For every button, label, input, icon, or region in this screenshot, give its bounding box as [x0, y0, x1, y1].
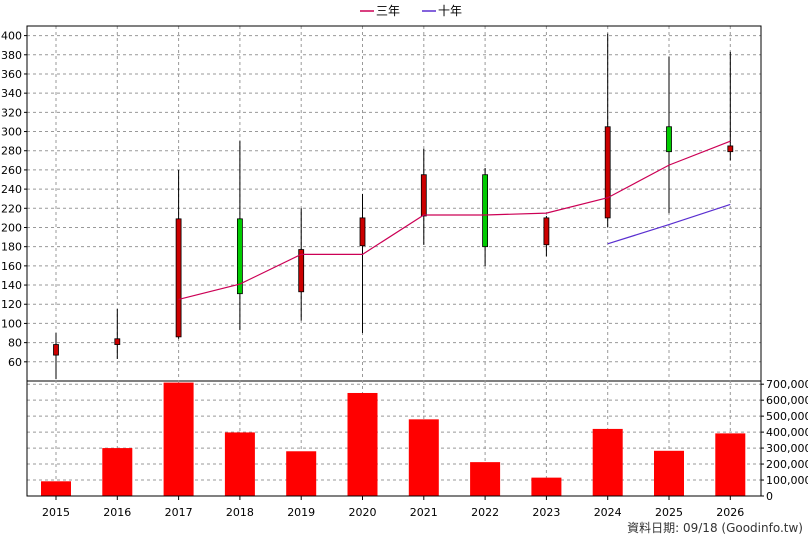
footer-date: 資料日期: 09/18 (Goodinfo.tw): [627, 521, 803, 535]
legend-label-0: 三年: [376, 4, 400, 18]
price-tick-label: 300: [1, 126, 22, 139]
price-tick-label: 180: [1, 241, 22, 254]
candle-2018: [236, 141, 243, 331]
price-tick-label: 160: [1, 260, 22, 273]
candle-2022: [482, 168, 489, 266]
volume-bar-2017: [163, 382, 194, 496]
candlesticks: [53, 33, 734, 380]
candle-2025: [666, 56, 672, 214]
candle-body: [175, 218, 182, 338]
moving-average-lines: [178, 140, 731, 301]
candle-body: [482, 174, 489, 248]
candle-body: [543, 217, 550, 246]
price-tick-label: 200: [1, 221, 22, 234]
legend-label-1: 十年: [438, 4, 462, 18]
candle-body: [53, 344, 59, 356]
volume-bar-2020: [347, 392, 378, 496]
x-tick-label: 2019: [287, 506, 315, 519]
volume-tick-label: 700,000: [766, 378, 808, 391]
series-line-0: [178, 140, 731, 301]
price-tick-label: 80: [8, 337, 22, 350]
candle-2021: [420, 148, 427, 245]
candle-2020: [359, 193, 366, 334]
price-tick-label: 220: [1, 202, 22, 215]
volume-axis: 0 100,000 200,000 300,000 400,000 500,000 600,…: [761, 378, 808, 503]
candle-body: [298, 249, 305, 293]
candle-2023: [543, 215, 550, 257]
volume-tick-label: 400,000: [766, 426, 808, 439]
candle-2024: [604, 33, 611, 228]
price-axis: 60 80 100 120 140 160 180 200 220 240 260 280 300 320…: [1, 30, 27, 369]
price-tick-label: 380: [1, 49, 22, 62]
volume-tick-label: 500,000: [766, 410, 808, 423]
price-tick-label: 280: [1, 145, 22, 158]
volume-bar-2026: [715, 433, 746, 496]
price-tick-label: 340: [1, 87, 22, 100]
x-tick-label: 2015: [42, 506, 70, 519]
candle-body: [236, 218, 243, 295]
volume-bar-2021: [408, 419, 439, 496]
grid: [27, 26, 761, 497]
x-tick-label: 2023: [532, 506, 560, 519]
x-tick-label: 2022: [471, 506, 499, 519]
price-tick-label: 260: [1, 164, 22, 177]
volume-bar-2016: [102, 448, 133, 496]
price-tick-label: 240: [1, 183, 22, 196]
volume-bar-2023: [531, 477, 562, 496]
volume-bar-2022: [470, 462, 501, 496]
candle-body: [359, 217, 366, 247]
candle-body: [666, 126, 672, 153]
x-tick-label: 2017: [165, 506, 193, 519]
price-tick-label: 360: [1, 68, 22, 81]
x-tick-label: 2024: [594, 506, 622, 519]
volume-tick-label: 100,000: [766, 474, 808, 487]
volume-tick-label: 0: [766, 490, 773, 503]
series-line-1: [607, 203, 731, 245]
volume-bars: [41, 382, 746, 496]
price-tick-label: 100: [1, 317, 22, 330]
price-tick-label: 120: [1, 298, 22, 311]
candle-body: [420, 174, 427, 217]
price-tick-label: 320: [1, 106, 22, 119]
price-tick-label: 400: [1, 30, 22, 43]
volume-tick-label: 600,000: [766, 394, 808, 407]
legend: 三年 十年: [360, 4, 462, 18]
candle-body: [727, 145, 734, 153]
volume-tick-label: 200,000: [766, 458, 808, 471]
x-tick-label: 2026: [716, 506, 744, 519]
price-tick-label: 60: [8, 356, 22, 369]
candle-2016: [114, 309, 121, 359]
volume-bar-2019: [286, 451, 317, 496]
plot-frame: [26, 25, 762, 497]
volume-bar-2015: [41, 481, 71, 496]
x-tick-label: 2020: [349, 506, 377, 519]
candle-body: [114, 338, 121, 345]
x-axis: 2015 2016 2017 2018 2019 2020 2021 2022 2023 2024…: [42, 496, 744, 519]
candle-2017: [175, 169, 182, 339]
volume-bar-2018: [224, 432, 255, 496]
candle-2026: [727, 51, 734, 161]
x-tick-label: 2018: [226, 506, 254, 519]
candle-2019: [298, 208, 305, 321]
x-tick-label: 2016: [103, 506, 131, 519]
x-tick-label: 2021: [410, 506, 438, 519]
x-tick-label: 2025: [655, 506, 683, 519]
candle-2015: [53, 333, 59, 380]
price-tick-label: 140: [1, 279, 22, 292]
candle-body: [604, 126, 611, 219]
volume-bar-2024: [592, 428, 623, 496]
volume-tick-label: 300,000: [766, 442, 808, 455]
volume-bar-2025: [654, 450, 684, 496]
